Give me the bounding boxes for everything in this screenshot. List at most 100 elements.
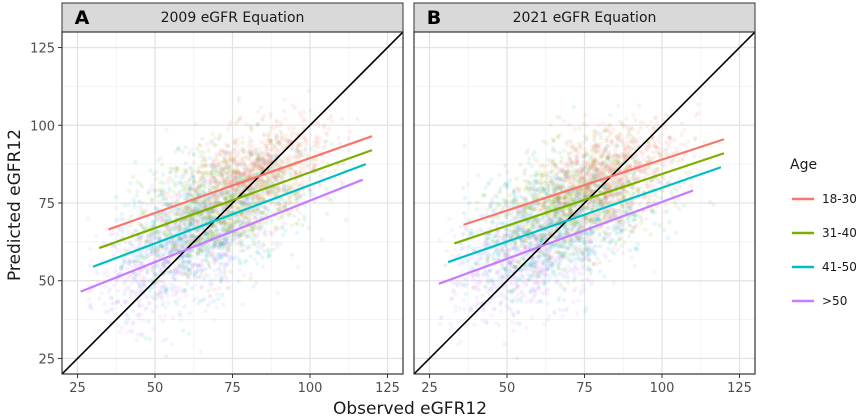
scatter-point xyxy=(120,229,126,234)
scatter-point xyxy=(136,258,141,264)
scatter-point xyxy=(153,249,158,254)
scatter-point xyxy=(249,226,254,231)
scatter-point xyxy=(153,235,158,240)
scatter-point xyxy=(153,236,158,241)
scatter-point xyxy=(205,173,210,178)
scatter-point xyxy=(137,241,142,246)
scatter-point xyxy=(531,294,536,299)
scatter-point xyxy=(210,208,215,214)
scatter-point xyxy=(196,263,202,269)
scatter-point xyxy=(251,232,257,238)
scatter-point xyxy=(188,239,193,244)
scatter-point xyxy=(277,202,283,208)
scatter-point xyxy=(122,259,127,265)
scatter-point xyxy=(237,190,242,195)
scatter-point xyxy=(505,169,510,174)
scatter-point xyxy=(185,253,191,259)
scatter-point xyxy=(225,144,231,149)
scatter-point xyxy=(151,171,156,177)
scatter-point xyxy=(241,220,247,225)
scatter-point xyxy=(256,121,261,127)
scatter-point xyxy=(201,157,206,162)
scatter-point xyxy=(230,178,235,183)
scatter-point xyxy=(187,311,192,316)
scatter-point xyxy=(275,197,281,203)
scatter-point xyxy=(259,195,265,200)
scatter-point xyxy=(462,306,467,311)
scatter-point xyxy=(213,199,219,204)
scatter-point xyxy=(252,226,257,231)
scatter-point xyxy=(115,300,120,306)
scatter-point xyxy=(236,152,241,157)
scatter-point xyxy=(287,185,292,190)
scatter-point xyxy=(150,183,155,188)
scatter-point xyxy=(652,221,657,226)
scatter-point xyxy=(242,230,247,235)
scatter-point xyxy=(193,190,199,195)
scatter-point xyxy=(228,192,234,198)
scatter-point xyxy=(209,140,215,145)
scatter-point xyxy=(492,306,497,311)
scatter-point xyxy=(285,139,290,144)
scatter-point xyxy=(231,205,237,210)
scatter-point xyxy=(239,241,245,247)
scatter-point xyxy=(271,125,276,131)
scatter-point xyxy=(155,243,161,249)
scatter-point xyxy=(279,160,285,165)
scatter-point xyxy=(337,141,343,146)
scatter-point xyxy=(225,169,230,175)
scatter-point xyxy=(192,282,198,288)
scatter-point xyxy=(214,176,219,182)
scatter-point xyxy=(253,223,258,229)
scatter-point xyxy=(105,310,111,315)
scatter-point xyxy=(139,240,144,245)
scatter-point xyxy=(306,225,312,231)
scatter-point xyxy=(211,215,216,220)
scatter-point xyxy=(222,221,228,226)
scatter-point xyxy=(228,225,233,230)
scatter-point xyxy=(222,191,227,196)
scatter-point xyxy=(180,272,185,277)
scatter-point xyxy=(192,204,197,210)
scatter-point xyxy=(131,174,136,179)
scatter-point xyxy=(164,285,170,290)
scatter-point xyxy=(474,295,479,300)
scatter-point xyxy=(241,158,246,163)
scatter-point xyxy=(222,182,227,187)
scatter-point xyxy=(149,245,154,250)
scatter-point xyxy=(218,165,224,170)
scatter-point xyxy=(261,196,267,201)
scatter-point xyxy=(143,336,148,341)
scatter-point xyxy=(231,222,236,227)
scatter-point xyxy=(257,228,263,233)
scatter-point xyxy=(204,211,209,216)
scatter-point xyxy=(242,162,248,167)
scatter-point xyxy=(209,164,214,169)
scatter-point xyxy=(204,163,209,168)
scatter-point xyxy=(186,267,191,273)
scatter-point xyxy=(174,211,179,216)
scatter-point xyxy=(274,178,280,183)
scatter-point xyxy=(234,219,239,225)
scatter-point xyxy=(321,145,326,150)
scatter-point xyxy=(230,221,236,226)
scatter-point xyxy=(185,218,190,223)
scatter-point xyxy=(292,106,297,111)
scatter-point xyxy=(191,160,196,165)
scatter-point xyxy=(200,235,205,240)
scatter-point xyxy=(182,208,187,213)
scatter-point xyxy=(153,205,159,211)
scatter-point xyxy=(173,149,178,154)
x-tick-label: 75 xyxy=(224,381,241,396)
scatter-point xyxy=(181,254,186,259)
scatter-point xyxy=(236,236,241,242)
scatter-point xyxy=(226,209,231,214)
scatter-point xyxy=(236,279,241,284)
scatter-point xyxy=(196,262,201,268)
scatter-point xyxy=(237,216,242,221)
scatter-point xyxy=(188,191,193,197)
scatter-point xyxy=(203,214,208,219)
scatter-point xyxy=(240,302,246,307)
scatter-point xyxy=(175,180,180,186)
scatter-point xyxy=(218,171,223,176)
